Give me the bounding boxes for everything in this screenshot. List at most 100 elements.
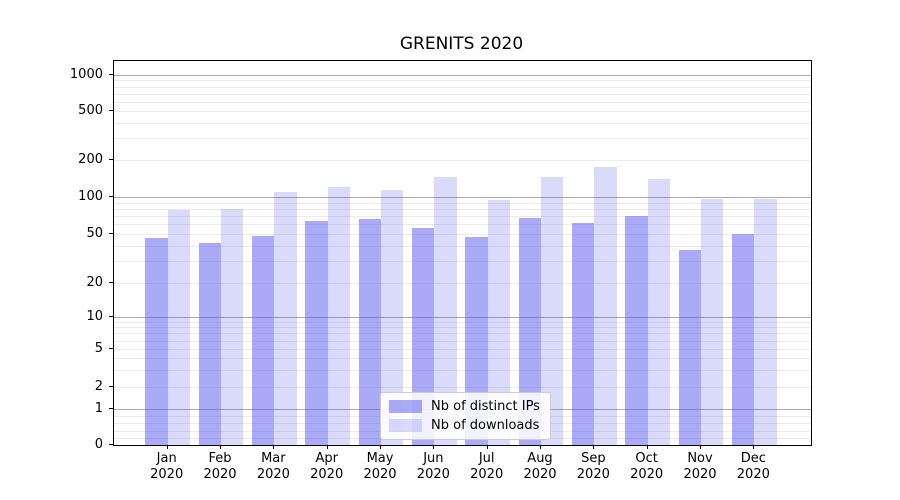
y-tick-mark (109, 159, 113, 160)
y-tick-label-200: 200 (78, 151, 103, 167)
y-tick-label-5: 5 (94, 340, 103, 356)
grid-line-minor (114, 333, 811, 335)
y-tick-label-2: 2 (94, 378, 103, 394)
y-tick-label-20: 20 (86, 274, 103, 290)
bar-distinct-ips-aug (518, 217, 541, 445)
y-tick-label-500: 500 (78, 102, 103, 118)
grid-line-minor (114, 111, 811, 112)
y-tick-mark (109, 233, 113, 234)
legend-label-distinct-ips: Nb of distinct IPs (431, 399, 540, 414)
legend: Nb of distinct IPs Nb of downloads (380, 392, 551, 440)
grid-line-major (114, 317, 811, 318)
bar-distinct-ips-sep (571, 223, 595, 445)
x-tick-mark (486, 445, 488, 449)
grid-line-minor (114, 234, 811, 235)
y-tick-label-0: 0 (94, 436, 103, 452)
bar-downloads-nov (701, 198, 724, 445)
bar-downloads-jan (167, 210, 191, 445)
x-tick-label-dec: Dec 2020 (736, 451, 770, 482)
legend-item-downloads: Nb of downloads (389, 418, 540, 433)
x-tick-mark (540, 445, 541, 449)
grid-line-minor (114, 138, 811, 140)
bar-downloads-mar (274, 191, 297, 445)
bar-distinct-ips-jun (411, 227, 435, 445)
y-tick-label-1: 1 (94, 400, 103, 416)
x-tick-mark (273, 445, 275, 449)
legend-swatch-downloads (389, 419, 422, 432)
x-tick-label-may: May 2020 (363, 451, 397, 482)
legend-item-distinct-ips: Nb of distinct IPs (389, 399, 540, 414)
x-tick-mark (220, 445, 222, 449)
grid-line-minor (114, 283, 811, 284)
grid-line-minor (114, 160, 811, 161)
y-tick-mark (109, 316, 113, 317)
bar-downloads-oct (647, 179, 671, 445)
y-tick-mark (109, 282, 113, 283)
grid-line-minor (114, 261, 811, 263)
y-tick-mark (109, 386, 113, 387)
x-tick-mark (380, 445, 382, 449)
bar-distinct-ips-dec (731, 234, 755, 445)
grid-line-minor (114, 224, 811, 226)
y-tick-label-100: 100 (78, 188, 103, 204)
bar-distinct-ips-may (358, 219, 381, 445)
x-tick-label-nov: Nov 2020 (683, 451, 717, 482)
y-tick-mark (109, 74, 113, 75)
legend-label-downloads: Nb of downloads (431, 418, 540, 433)
grid-line-minor (114, 101, 811, 103)
bar-distinct-ips-oct (625, 216, 648, 445)
bar-downloads-may (381, 189, 404, 445)
grid-line-minor (114, 122, 811, 124)
y-tick-mark (109, 196, 113, 197)
x-tick-mark (700, 445, 701, 449)
legend-swatch-distinct-ips (389, 400, 422, 413)
x-tick-mark (433, 445, 435, 449)
bar-downloads-sep (594, 167, 617, 445)
grid-line-minor (114, 340, 811, 342)
bar-distinct-ips-apr (305, 220, 328, 445)
y-tick-label-10: 10 (86, 308, 103, 324)
y-tick-mark (109, 110, 113, 111)
bar-downloads-aug (541, 177, 564, 445)
grid-line-minor (114, 93, 811, 95)
x-tick-label-jun: Jun 2020 (416, 451, 450, 482)
bar-downloads-jun (434, 177, 457, 445)
plot-area (113, 60, 812, 446)
grid-line-minor (114, 358, 811, 360)
x-tick-label-mar: Mar 2020 (256, 451, 290, 482)
bar-distinct-ips-mar (251, 236, 275, 445)
x-tick-mark (593, 445, 595, 449)
y-tick-mark (109, 444, 113, 445)
x-tick-label-sep: Sep 2020 (576, 451, 610, 482)
y-tick-label-1000: 1000 (69, 66, 103, 82)
grid-line-minor (114, 370, 811, 372)
x-tick-label-jul: Jul 2020 (470, 451, 504, 482)
grid-line-major (114, 197, 811, 198)
grid-line-major (114, 75, 811, 76)
grid-line-minor (114, 327, 811, 329)
x-tick-label-jan: Jan 2020 (150, 451, 184, 482)
y-tick-mark (109, 348, 113, 349)
x-tick-label-apr: Apr 2020 (310, 451, 344, 482)
x-tick-label-oct: Oct 2020 (630, 451, 664, 482)
x-tick-mark (753, 445, 755, 449)
grid-line-minor (114, 202, 811, 204)
x-tick-label-aug: Aug 2020 (523, 451, 557, 482)
bar-downloads-dec (754, 198, 777, 445)
x-tick-mark (166, 445, 168, 449)
grid-line-minor (114, 86, 811, 88)
bar-distinct-ips-nov (678, 250, 701, 445)
grid-line-minor (114, 321, 811, 323)
y-tick-label-50: 50 (86, 225, 103, 241)
bar-downloads-jul (487, 199, 511, 445)
grid-line-minor (114, 387, 811, 388)
x-tick-mark (646, 445, 648, 449)
bar-downloads-apr (327, 187, 351, 445)
grid-line-minor (114, 245, 811, 247)
grid-line-minor (114, 216, 811, 218)
grid-line-minor (114, 80, 811, 82)
bar-distinct-ips-feb (198, 243, 222, 445)
bar-distinct-ips-jan (145, 238, 168, 445)
chart-title: GRENITS 2020 (399, 34, 524, 54)
